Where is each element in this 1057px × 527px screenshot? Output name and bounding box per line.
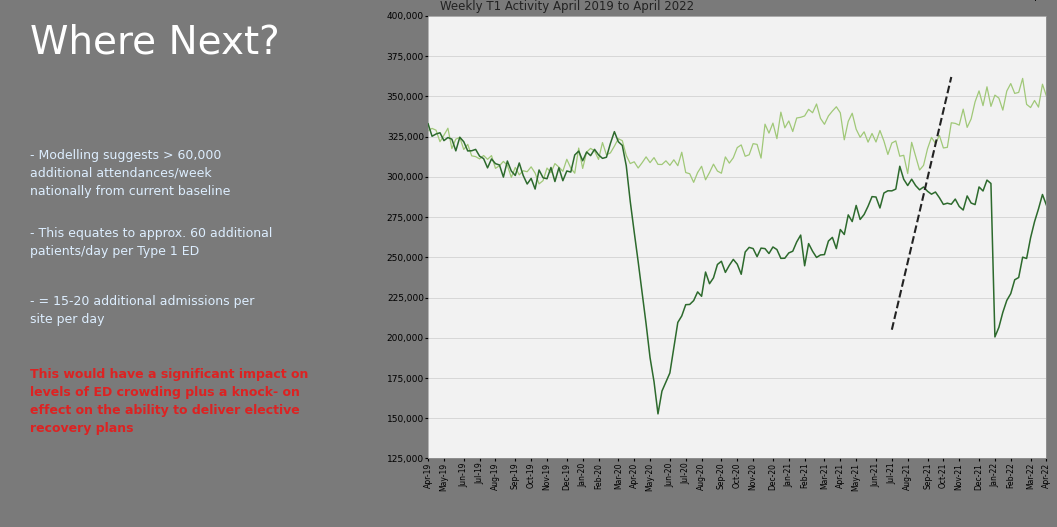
Text: - Modelling suggests > 60,000
additional attendances/week
nationally from curren: - Modelling suggests > 60,000 additional…	[31, 149, 230, 198]
Legend: Actual, Forecast, Intercept: Actual, Forecast, Intercept	[803, 0, 1047, 5]
Text: Weekly T1 Activity April 2019 to April 2022: Weekly T1 Activity April 2019 to April 2…	[441, 0, 694, 13]
Text: - This equates to approx. 60 additional
patients/day per Type 1 ED: - This equates to approx. 60 additional …	[31, 227, 273, 258]
Text: Where Next?: Where Next?	[31, 24, 280, 62]
Text: - = 15-20 additional admissions per
site per day: - = 15-20 additional admissions per site…	[31, 295, 255, 326]
Text: This would have a significant impact on
levels of ED crowding plus a knock- on
e: This would have a significant impact on …	[31, 368, 309, 435]
